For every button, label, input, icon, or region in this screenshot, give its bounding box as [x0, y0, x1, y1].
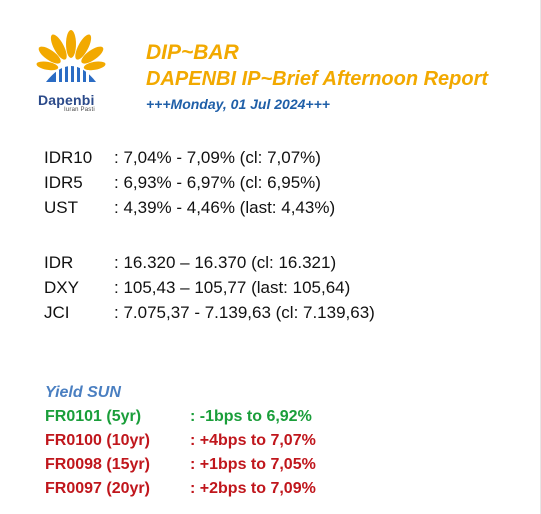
market-row-dxy: DXY : 105,43 – 105,77 (last: 105,64): [44, 275, 524, 300]
yield-label: FR0101 (5yr): [45, 408, 142, 425]
market-value: : 105,43 – 105,77 (last: 105,64): [114, 278, 351, 297]
rate-row-idr10: IDR10 : 7,04% - 7,09% (cl: 7,07%): [44, 145, 524, 170]
rate-value: : 7,04% - 7,09% (cl: 7,07%): [114, 148, 321, 167]
report-title: DIP~BAR: [146, 41, 239, 64]
sunburst-logo-icon: [36, 30, 106, 82]
rate-row-idr5: IDR5 : 6,93% - 6,97% (cl: 6,95%): [44, 170, 524, 195]
report-subtitle: DAPENBI IP~Brief Afternoon Report: [146, 68, 489, 90]
rate-label: IDR5: [44, 173, 83, 192]
yield-sun-title: Yield SUN: [45, 384, 121, 401]
market-label: JCI: [44, 303, 70, 322]
market-row-jci: JCI : 7.075,37 - 7.139,63 (cl: 7.139,63): [44, 300, 524, 325]
report-header: DIP~BAR DAPENBI IP~Brief Afternoon Repor…: [146, 40, 536, 114]
yield-row-fr0100: FR0100 (10yr) : +4bps to 7,07%: [45, 429, 445, 453]
markets-section: IDR : 16.320 – 16.370 (cl: 16.321) DXY :…: [44, 250, 524, 325]
market-row-idr: IDR : 16.320 – 16.370 (cl: 16.321): [44, 250, 524, 275]
logo-wordmark: Dapenbi: [38, 92, 95, 108]
report-date: +++Monday, 01 Jul 2024+++: [146, 96, 330, 112]
yield-value: : -1bps to 6,92%: [190, 408, 312, 425]
rate-label: IDR10: [44, 148, 93, 167]
rate-row-ust: UST : 4,39% - 4,46% (last: 4,43%): [44, 195, 524, 220]
yield-label: FR0100 (10yr): [45, 432, 150, 449]
yield-value: : +4bps to 7,07%: [190, 432, 316, 449]
yield-row-fr0097: FR0097 (20yr) : +2bps to 7,09%: [45, 477, 445, 501]
yield-label: FR0098 (15yr): [45, 456, 150, 473]
rate-value: : 6,93% - 6,97% (cl: 6,95%): [114, 173, 321, 192]
logo-tagline: Iuran Pasti: [64, 107, 95, 113]
yield-value: : +1bps to 7,05%: [190, 456, 316, 473]
yield-row-fr0101: FR0101 (5yr) : -1bps to 6,92%: [45, 405, 445, 429]
yield-label: FR0097 (20yr): [45, 480, 150, 497]
rate-value: : 4,39% - 4,46% (last: 4,43%): [114, 198, 336, 217]
dapenbi-logo: Dapenbi Iuran Pasti: [16, 30, 126, 120]
yield-value: : +2bps to 7,09%: [190, 480, 316, 497]
market-label: DXY: [44, 278, 79, 297]
market-value: : 7.075,37 - 7.139,63 (cl: 7.139,63): [114, 303, 375, 322]
yield-sun-section: Yield SUN FR0101 (5yr) : -1bps to 6,92% …: [45, 381, 445, 501]
rates-section: IDR10 : 7,04% - 7,09% (cl: 7,07%) IDR5 :…: [44, 145, 524, 220]
yield-row-fr0098: FR0098 (15yr) : +1bps to 7,05%: [45, 453, 445, 477]
rate-label: UST: [44, 198, 78, 217]
market-value: : 16.320 – 16.370 (cl: 16.321): [114, 253, 337, 272]
market-label: IDR: [44, 253, 74, 272]
